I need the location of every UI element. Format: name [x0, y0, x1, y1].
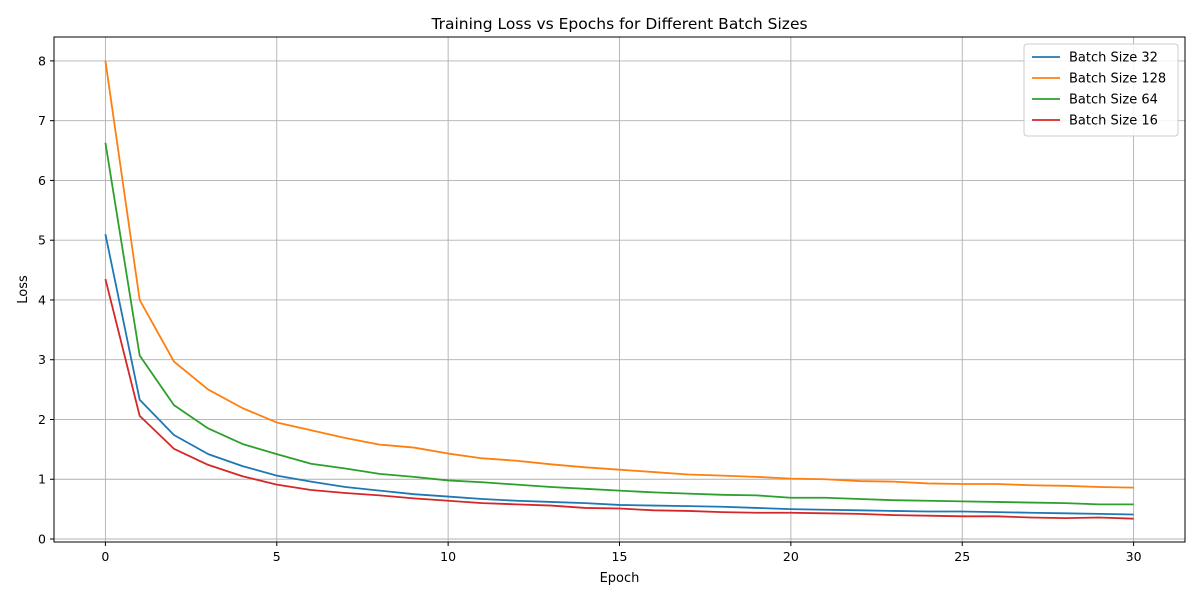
x-tick-label: 25 [954, 549, 970, 564]
y-tick-label: 8 [38, 53, 46, 68]
series-line-2 [104, 60, 1134, 489]
series-line-1 [104, 234, 1134, 516]
legend-box [1023, 43, 1179, 137]
y-tick-label: 2 [38, 412, 46, 427]
y-tick-label: 4 [38, 292, 46, 307]
y-axis-label: Loss [16, 275, 31, 304]
y-tick-label: 0 [38, 532, 46, 547]
legend-entry-label: Batch Size 16 [1069, 114, 1158, 129]
series-lines [104, 60, 1134, 520]
legend-entry-label: Batch Size 32 [1069, 51, 1158, 66]
x-tick-label: 20 [783, 549, 799, 564]
y-tick-label: 5 [38, 233, 46, 248]
x-tick-label: 0 [101, 549, 109, 564]
x-tick-label: 10 [440, 549, 456, 564]
grid-lines [54, 37, 1185, 542]
x-axis-label: Epoch [600, 571, 640, 586]
series-line-3 [104, 142, 1134, 506]
y-tick-label: 3 [38, 352, 46, 367]
x-tick-label: 15 [612, 549, 628, 564]
x-tick-label: 30 [1126, 549, 1142, 564]
legend-entry-label: Batch Size 64 [1069, 93, 1158, 108]
y-tick-label: 1 [38, 472, 46, 487]
axis-ticks: 0 5 10 15 20 25 30 0 1 2 3 4 5 6 7 8 [38, 53, 1142, 564]
x-tick-label: 5 [273, 549, 281, 564]
legend-entry-label: Batch Size 128 [1069, 72, 1166, 87]
y-tick-label: 6 [38, 173, 46, 188]
series-line-4 [104, 278, 1134, 520]
chart-title: Training Loss vs Epochs for Different Ba… [430, 15, 807, 33]
y-tick-label: 7 [38, 113, 46, 128]
legend: Batch Size 32 Batch Size 128 Batch Size 64… [1023, 43, 1179, 137]
